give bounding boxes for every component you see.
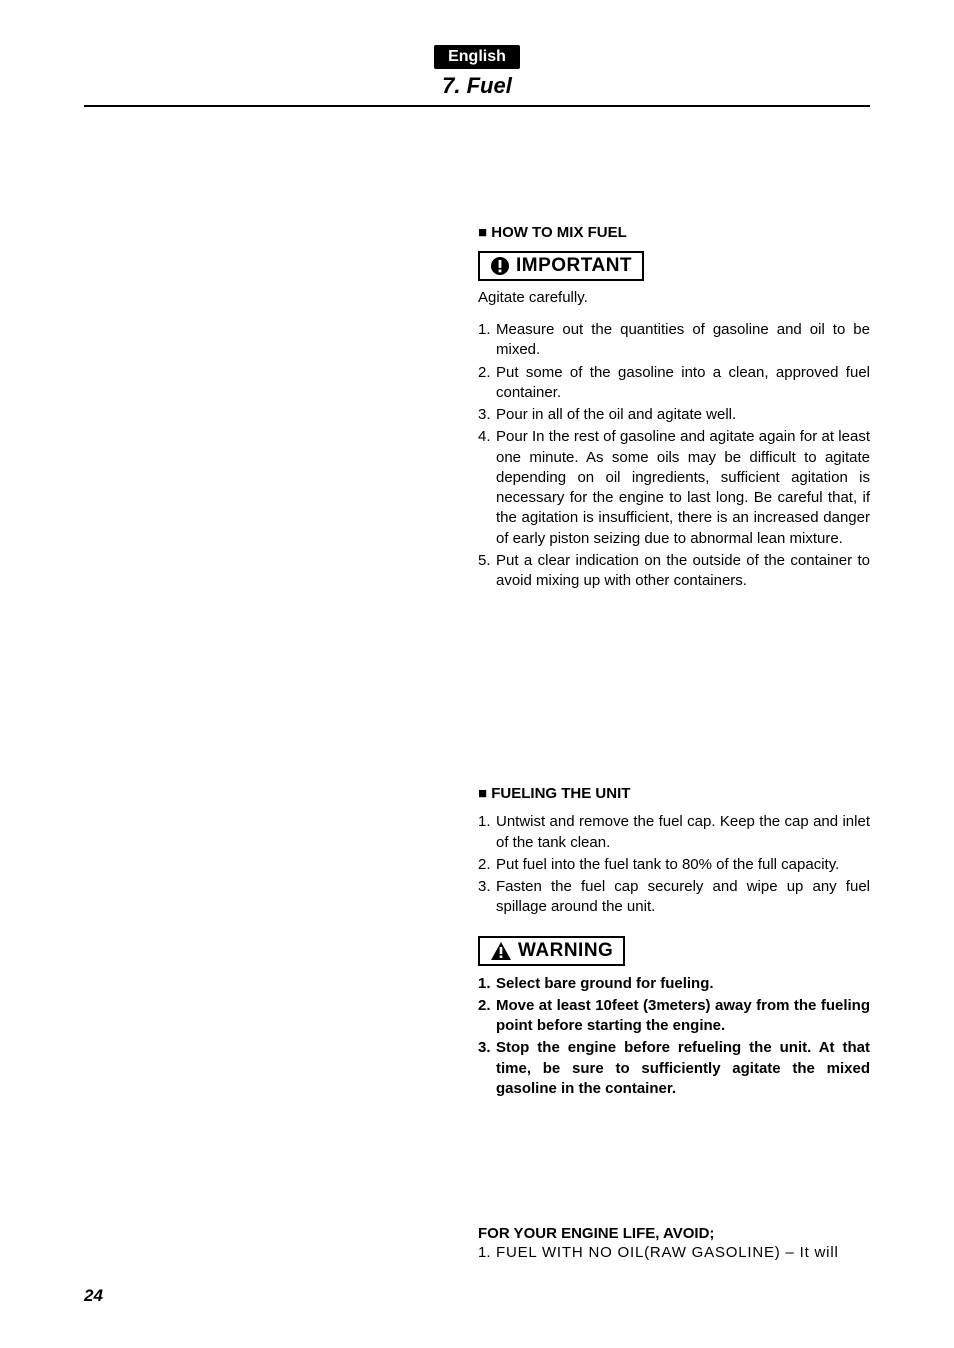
list-item: 3.Pour in all of the oil and agitate wel… [478,405,870,425]
fueling-steps: 1.Untwist and remove the fuel cap. Keep … [478,812,870,917]
list-item: 1.Untwist and remove the fuel cap. Keep … [478,812,870,853]
avoid-line-1: 1.FUEL WITH NO OIL(RAW GASOLINE) – It wi… [478,1244,870,1261]
fueling-heading: FUELING THE UNIT [478,785,870,802]
important-callout: IMPORTANT [478,251,644,281]
section-title: 7. Fuel [84,73,870,99]
mix-fuel-heading: HOW TO MIX FUEL [478,224,870,241]
list-item: 2.Put some of the gasoline into a clean,… [478,363,870,404]
list-item: 5.Put a clear indication on the outside … [478,551,870,592]
important-label: IMPORTANT [516,255,632,277]
mix-fuel-section: HOW TO MIX FUEL IMPORTANT Agitate carefu… [478,224,870,591]
spacer [478,1117,870,1225]
content-column: HOW TO MIX FUEL IMPORTANT Agitate carefu… [478,224,870,1261]
header-rule [84,105,870,107]
warning-steps: 1.Select bare ground for fueling. 2.Move… [478,974,870,1100]
alert-circle-icon [490,256,510,276]
avoid-heading: FOR YOUR ENGINE LIFE, AVOID; [478,1225,870,1242]
avoid-section: FOR YOUR ENGINE LIFE, AVOID; 1.FUEL WITH… [478,1225,870,1261]
fueling-section: FUELING THE UNIT 1.Untwist and remove th… [478,785,870,917]
warning-section: WARNING 1.Select bare ground for fueling… [478,936,870,1100]
list-item: 4.Pour In the rest of gasoline and agita… [478,427,870,549]
list-item: 3.Stop the engine before refueling the u… [478,1038,870,1099]
list-item: 2.Move at least 10feet (3meters) away fr… [478,996,870,1037]
mix-fuel-steps: 1.Measure out the quantities of gasoline… [478,320,870,591]
warning-label: WARNING [518,940,613,962]
page-number: 24 [84,1286,103,1306]
list-item: 2.Put fuel into the fuel tank to 80% of … [478,855,870,875]
spacer [478,609,870,785]
warning-callout: WARNING [478,936,625,966]
important-note: Agitate carefully. [478,289,870,306]
page-header: English 7. Fuel [84,45,870,107]
language-badge: English [434,45,520,69]
list-item: 1.Measure out the quantities of gasoline… [478,320,870,361]
list-item: 3.Fasten the fuel cap securely and wipe … [478,877,870,918]
page: English 7. Fuel HOW TO MIX FUEL IMPORTAN… [0,0,954,1348]
list-item: 1.Select bare ground for fueling. [478,974,870,994]
warning-triangle-icon [490,941,512,961]
